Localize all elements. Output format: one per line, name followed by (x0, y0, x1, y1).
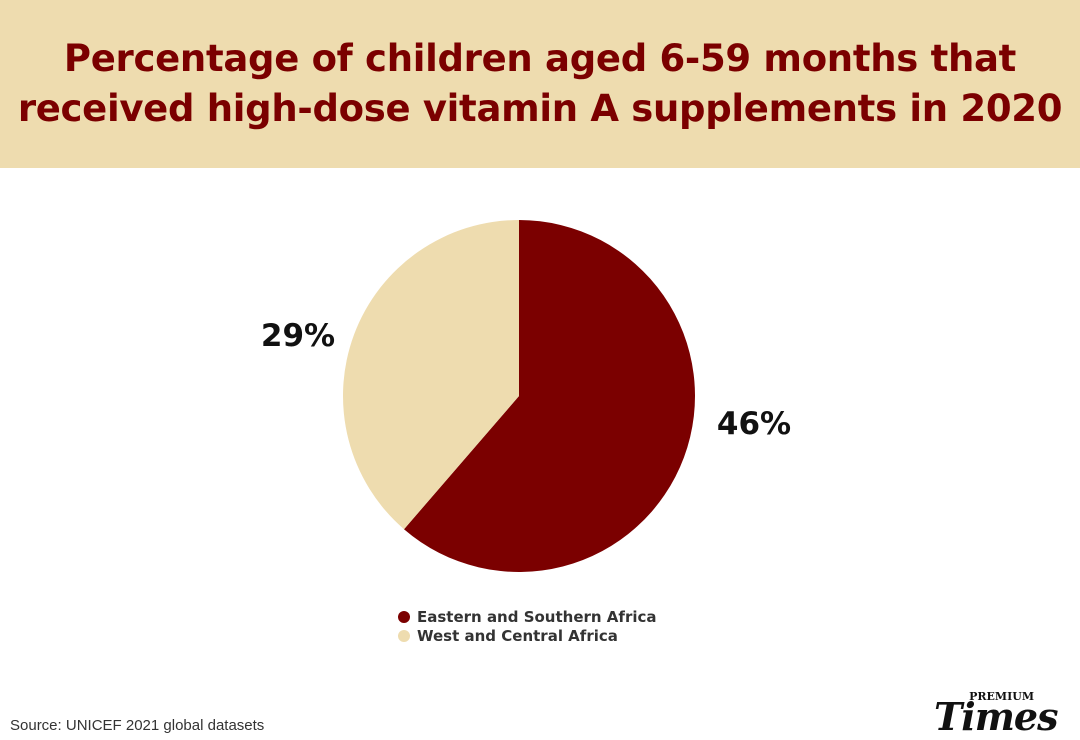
legend-label: West and Central Africa (417, 626, 618, 645)
legend-swatch (398, 610, 410, 623)
pie-slice-eastern-and-southern-africa (403, 220, 695, 572)
chart-title-line-2: received high-dose vitamin A supplements… (17, 87, 1063, 130)
legend-label: Eastern and Southern Africa (417, 607, 657, 626)
logo-times-text: Times (934, 694, 1058, 739)
logo-premium-text: PREMIUM (969, 690, 1034, 703)
premium-times-logo: PREMIUM Times (934, 690, 1074, 738)
data-label: 29% (261, 318, 335, 354)
data-label: 46% (717, 406, 791, 442)
source-note: Source: UNICEF 2021 global datasets (10, 717, 265, 734)
pie-chart: 46% 29% (261, 220, 791, 572)
chart-legend: Eastern and Southern Africa West and Cen… (398, 607, 657, 645)
chart-header: Percentage of children aged 6-59 months … (0, 0, 1080, 168)
legend-swatch (398, 629, 410, 642)
legend-item-west-central-africa: West and Central Africa (398, 626, 657, 645)
legend-item-eastern-southern-africa: Eastern and Southern Africa (398, 607, 657, 626)
pie-slice-west-and-central-africa (342, 220, 519, 530)
chart-title-line-1: Percentage of children aged 6-59 months … (63, 37, 1017, 80)
